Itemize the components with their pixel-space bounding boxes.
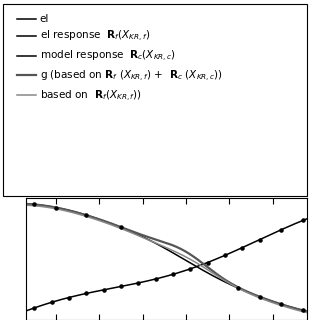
Legend: el, el response  $\mathbf{R}_f(X_{KR,f})$, model response  $\mathbf{R}_c(X_{KR,c: el, el response $\mathbf{R}_f(X_{KR,f})$… xyxy=(12,9,228,109)
